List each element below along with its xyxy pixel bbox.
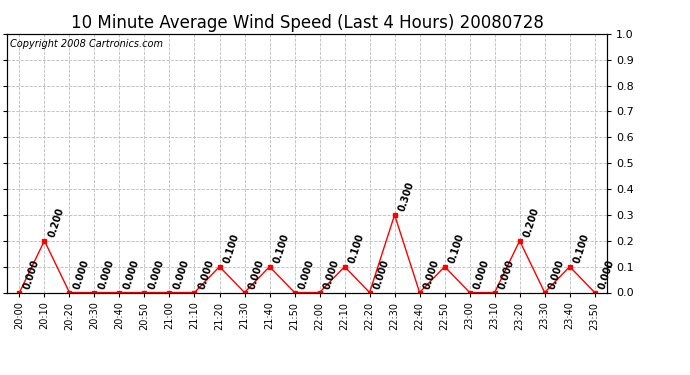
Text: 0.000: 0.000 [147,258,166,290]
Title: 10 Minute Average Wind Speed (Last 4 Hours) 20080728: 10 Minute Average Wind Speed (Last 4 Hou… [70,14,544,32]
Text: 0.100: 0.100 [347,232,366,264]
Text: 0.200: 0.200 [47,206,66,238]
Text: 0.000: 0.000 [472,258,491,290]
Text: 0.000: 0.000 [372,258,391,290]
Text: 0.000: 0.000 [547,258,566,290]
Text: 0.000: 0.000 [297,258,316,290]
Text: 0.000: 0.000 [97,258,116,290]
Text: 0.200: 0.200 [522,206,541,238]
Text: 0.000: 0.000 [197,258,216,290]
Text: 0.000: 0.000 [322,258,341,290]
Text: 0.000: 0.000 [122,258,141,290]
Text: Copyright 2008 Cartronics.com: Copyright 2008 Cartronics.com [10,39,163,49]
Text: 0.000: 0.000 [72,258,91,290]
Text: 0.000: 0.000 [172,258,191,290]
Text: 0.000: 0.000 [22,258,41,290]
Text: 0.000: 0.000 [422,258,441,290]
Text: 0.300: 0.300 [397,180,416,213]
Text: 0.000: 0.000 [247,258,266,290]
Text: 0.100: 0.100 [222,232,241,264]
Text: 0.000: 0.000 [598,258,616,290]
Text: 0.100: 0.100 [572,232,591,264]
Text: 0.100: 0.100 [272,232,291,264]
Text: 0.100: 0.100 [447,232,466,264]
Text: 0.000: 0.000 [497,258,516,290]
